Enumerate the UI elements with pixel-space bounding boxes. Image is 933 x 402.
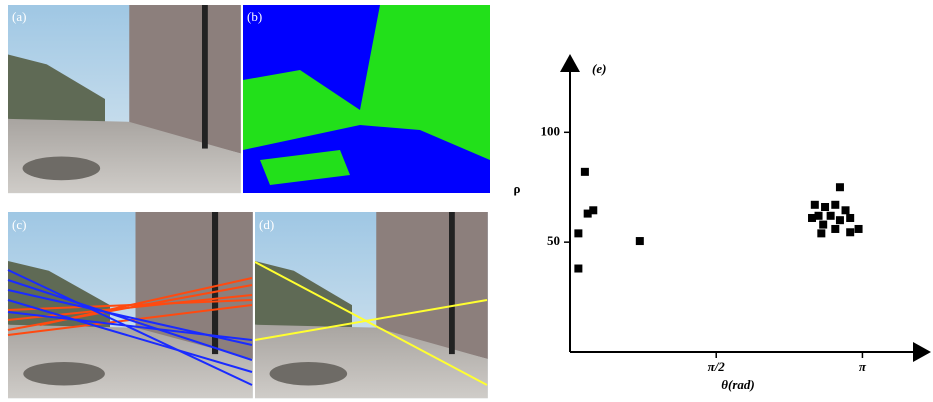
point bbox=[842, 206, 850, 214]
x-tick-label: π/2 bbox=[708, 359, 726, 374]
point bbox=[589, 206, 597, 214]
point bbox=[808, 214, 816, 222]
y-tick-label: 50 bbox=[547, 233, 560, 248]
x-axis-label: θ(rad) bbox=[721, 377, 754, 392]
point bbox=[581, 168, 589, 176]
panel-label: (d) bbox=[259, 217, 274, 232]
y-tick-label: 100 bbox=[541, 123, 561, 138]
point bbox=[846, 214, 854, 222]
panel-label: (a) bbox=[12, 9, 26, 24]
point bbox=[819, 221, 827, 229]
chart-title: (e) bbox=[592, 61, 606, 76]
point bbox=[574, 229, 582, 237]
point bbox=[846, 228, 854, 236]
point bbox=[821, 203, 829, 211]
point bbox=[831, 201, 839, 209]
point bbox=[831, 225, 839, 233]
figure: (a) (b) (c) (d) (e) θ(rad) ρ 50 100 π/2 π bbox=[0, 0, 933, 402]
photo-b bbox=[243, 5, 490, 193]
page: (a) (b) (c) (d) (e) θ(rad) ρ 50 100 π/2 π (… bbox=[0, 0, 933, 402]
panel-label: (c) bbox=[12, 217, 26, 232]
point bbox=[811, 201, 819, 209]
x-tick-label: π bbox=[859, 359, 867, 374]
panel-label: (b) bbox=[247, 9, 262, 24]
photo-a bbox=[8, 5, 241, 193]
photo-d bbox=[255, 212, 488, 398]
point bbox=[827, 212, 835, 220]
photo-c bbox=[8, 212, 253, 398]
point bbox=[636, 237, 644, 245]
point bbox=[836, 216, 844, 224]
x-axis-arrow bbox=[913, 342, 931, 362]
y-axis-arrow bbox=[560, 54, 580, 72]
y-axis-label: ρ bbox=[514, 181, 521, 196]
point bbox=[574, 265, 582, 273]
point bbox=[855, 225, 863, 233]
point bbox=[817, 229, 825, 237]
point bbox=[836, 183, 844, 191]
